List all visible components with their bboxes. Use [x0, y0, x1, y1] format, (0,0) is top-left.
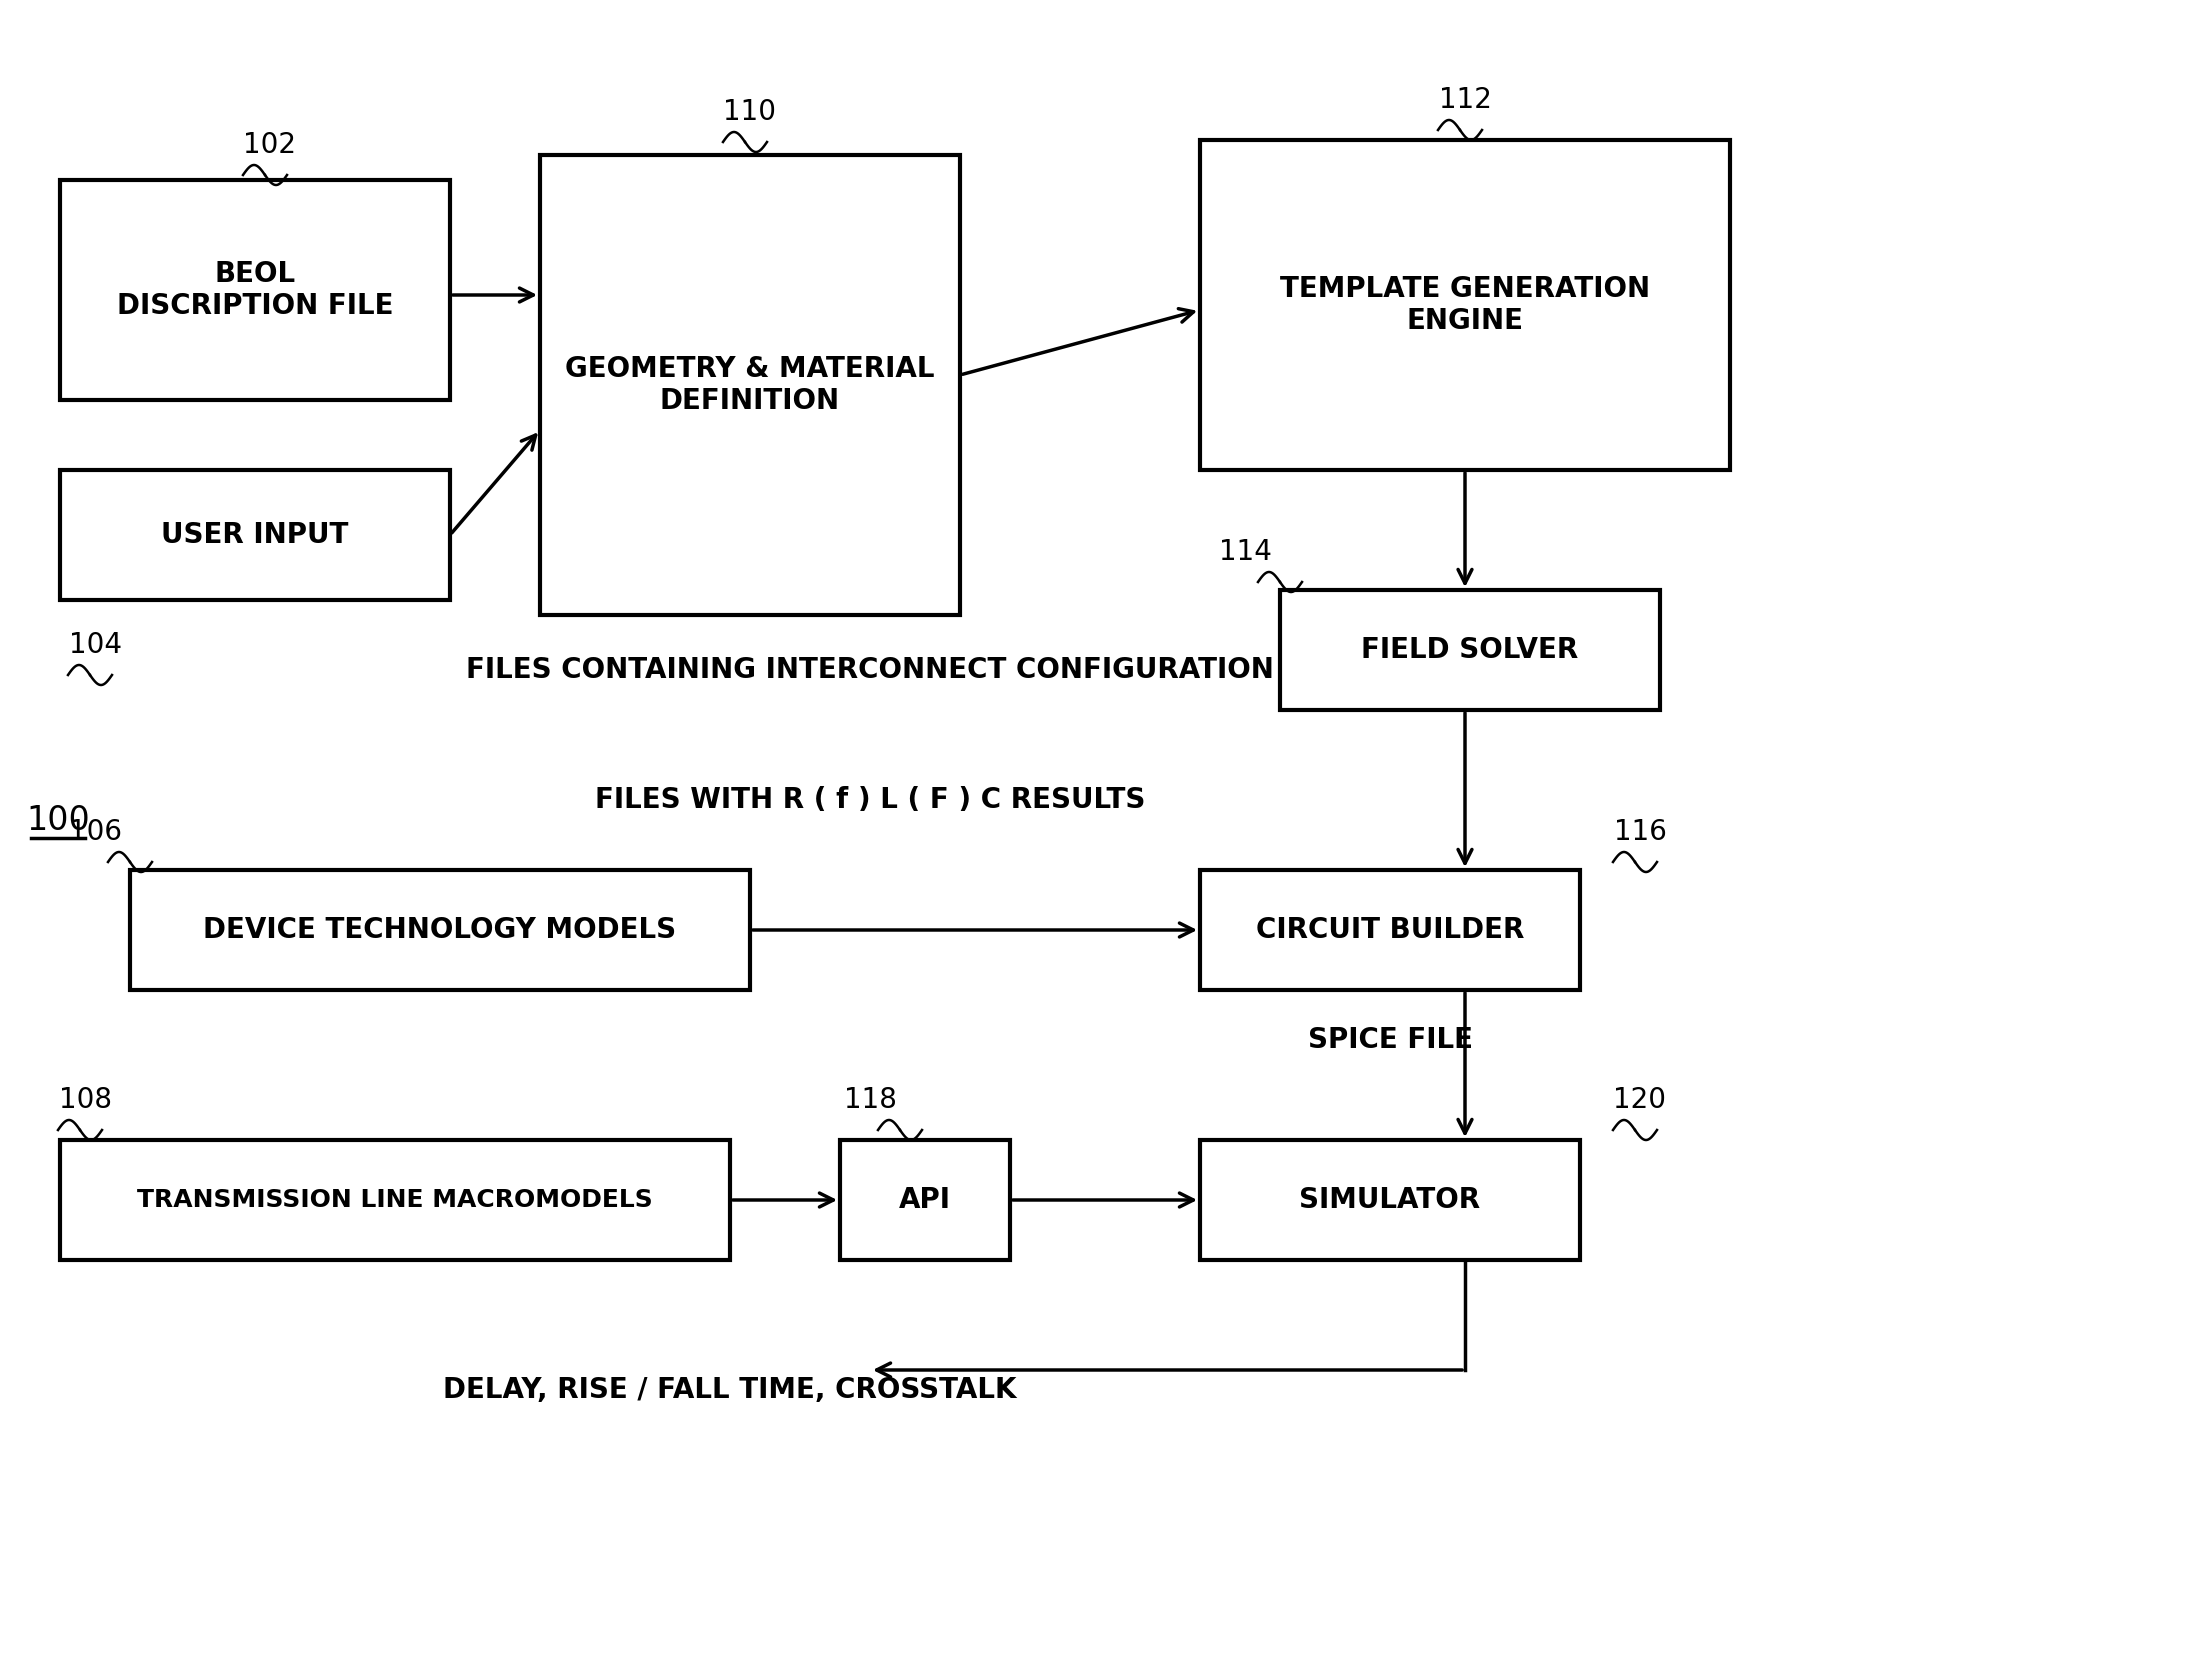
- Bar: [539, 155, 960, 614]
- Text: FILES CONTAINING INTERCONNECT CONFIGURATION: FILES CONTAINING INTERCONNECT CONFIGURAT…: [467, 656, 1275, 684]
- Text: FIELD SOLVER: FIELD SOLVER: [1361, 636, 1579, 664]
- Text: SPICE FILE: SPICE FILE: [1308, 1026, 1473, 1055]
- Text: CIRCUIT BUILDER: CIRCUIT BUILDER: [1255, 916, 1524, 945]
- Text: 112: 112: [1438, 87, 1491, 113]
- Bar: [1279, 591, 1660, 709]
- Text: TRANSMISSION LINE MACROMODELS: TRANSMISSION LINE MACROMODELS: [137, 1188, 652, 1212]
- Text: FILES WITH R ( f ) L ( F ) C RESULTS: FILES WITH R ( f ) L ( F ) C RESULTS: [595, 786, 1145, 814]
- Text: BEOL
DISCRIPTION FILE: BEOL DISCRIPTION FILE: [117, 260, 394, 320]
- Bar: [1200, 140, 1731, 471]
- Text: DEVICE TECHNOLOGY MODELS: DEVICE TECHNOLOGY MODELS: [203, 916, 676, 945]
- Text: 102: 102: [244, 130, 297, 159]
- Text: 108: 108: [59, 1087, 112, 1113]
- Text: TEMPLATE GENERATION
ENGINE: TEMPLATE GENERATION ENGINE: [1279, 275, 1649, 335]
- Text: 116: 116: [1614, 818, 1667, 846]
- Text: 106: 106: [68, 818, 121, 846]
- Text: 104: 104: [68, 631, 121, 659]
- Text: 120: 120: [1614, 1087, 1667, 1113]
- Text: DELAY, RISE / FALL TIME, CROSSTALK: DELAY, RISE / FALL TIME, CROSSTALK: [443, 1375, 1017, 1404]
- Text: API: API: [898, 1187, 951, 1213]
- Text: USER INPUT: USER INPUT: [161, 521, 348, 549]
- Bar: [130, 870, 751, 990]
- Bar: [1200, 1140, 1581, 1260]
- Bar: [59, 1140, 731, 1260]
- Text: 118: 118: [843, 1087, 896, 1113]
- Text: GEOMETRY & MATERIAL
DEFINITION: GEOMETRY & MATERIAL DEFINITION: [566, 355, 936, 416]
- Text: 110: 110: [724, 98, 777, 125]
- Text: 100: 100: [26, 803, 90, 836]
- Text: SIMULATOR: SIMULATOR: [1299, 1187, 1480, 1213]
- Bar: [839, 1140, 1011, 1260]
- Bar: [1200, 870, 1581, 990]
- Text: 114: 114: [1218, 537, 1271, 566]
- Bar: [59, 471, 449, 599]
- Bar: [59, 180, 449, 401]
